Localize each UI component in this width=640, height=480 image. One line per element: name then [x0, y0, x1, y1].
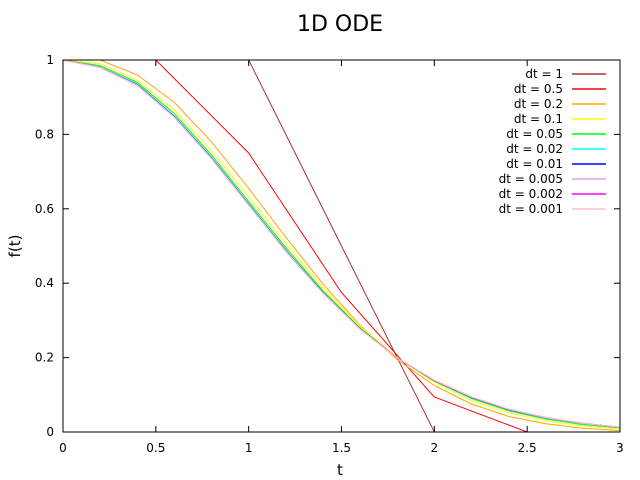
legend-label: dt = 0.01 [506, 157, 563, 171]
legend-label: dt = 1 [525, 67, 563, 81]
legend-label: dt = 0.005 [499, 172, 563, 186]
legend-label: dt = 0.5 [514, 82, 563, 96]
x-tick-label: 1.5 [332, 441, 351, 455]
y-tick-label: 0 [46, 425, 54, 439]
y-axis-title: f(t) [6, 235, 24, 258]
series-line-9 [62, 59, 621, 428]
chart-title: 1D ODE [297, 12, 383, 37]
axis-ticks-group: 0 0.5 1 1.5 2 2.5 3 0 0.2 0.4 0.6 0.8 1 [35, 53, 624, 455]
legend-label: dt = 0.2 [514, 97, 563, 111]
legend-label: dt = 0.002 [499, 187, 563, 201]
y-tick-label: 0.6 [35, 202, 54, 216]
legend-label: dt = 0.1 [514, 112, 563, 126]
legend-label: dt = 0.02 [506, 142, 563, 156]
y-tick-label: 1 [46, 53, 54, 67]
x-tick-label: 0 [59, 441, 67, 455]
x-tick-label: 2 [431, 441, 439, 455]
legend-label: dt = 0.001 [499, 202, 563, 216]
x-tick-label: 0.5 [146, 441, 165, 455]
y-tick-label: 0.8 [35, 127, 54, 141]
y-tick-label: 0.4 [35, 276, 54, 290]
series-line-3 [62, 59, 621, 430]
legend: dt = 1dt = 0.5dt = 0.2dt = 0.1dt = 0.05d… [499, 67, 606, 216]
series-line-2 [63, 59, 621, 431]
series-line-4 [62, 59, 621, 429]
legend-label: dt = 0.05 [506, 127, 563, 141]
x-tick-label: 2.5 [518, 441, 537, 455]
x-tick-label: 1 [245, 441, 253, 455]
x-axis-title: t [337, 461, 343, 479]
y-tick-label: 0.2 [35, 351, 54, 365]
x-tick-label: 3 [616, 441, 624, 455]
